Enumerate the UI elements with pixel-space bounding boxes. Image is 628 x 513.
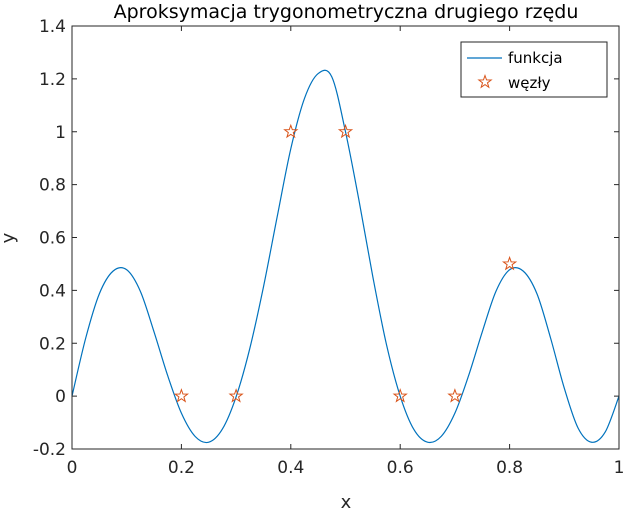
node-marker	[392, 388, 408, 403]
y-tick-label: 0.8	[39, 176, 66, 196]
y-tick-label: 0.4	[39, 281, 66, 301]
node-marker	[447, 388, 463, 403]
x-tick-label: 0	[67, 458, 78, 478]
x-tick-label: 0.4	[277, 458, 304, 478]
y-tick-label: 1.4	[39, 17, 66, 37]
x-axis-label: x	[341, 492, 352, 513]
y-tick-label: 1	[55, 123, 66, 143]
legend-entry-funkcja: funkcja	[508, 49, 563, 67]
node-marker	[501, 255, 518, 271]
x-tick-label: 0.6	[387, 458, 414, 478]
y-tick-label: 0	[55, 387, 66, 407]
node-marker	[173, 388, 190, 403]
x-tick-label: 1	[614, 458, 625, 478]
y-tick-label: 0.6	[39, 229, 66, 249]
node-marker	[283, 123, 299, 139]
y-tick-label: 1.2	[39, 70, 66, 90]
legend-marker-sample	[477, 73, 493, 89]
y-tick-label: 0.2	[39, 334, 66, 354]
y-tick-label: -0.2	[33, 440, 66, 460]
series-line-funkcja	[71, 69, 620, 444]
legend: funkcja węzły	[460, 41, 608, 98]
legend-entry-wezly: węzły	[508, 74, 551, 92]
axes-box	[71, 25, 620, 450]
legend-box	[460, 41, 608, 98]
chart-title: Aproksymacja trygonometryczna drugiego r…	[114, 1, 579, 23]
y-axis-label: y	[0, 232, 19, 243]
node-marker	[337, 123, 354, 139]
x-tick-label: 0.8	[496, 458, 523, 478]
node-marker	[228, 388, 244, 403]
x-tick-label: 0.2	[168, 458, 195, 478]
